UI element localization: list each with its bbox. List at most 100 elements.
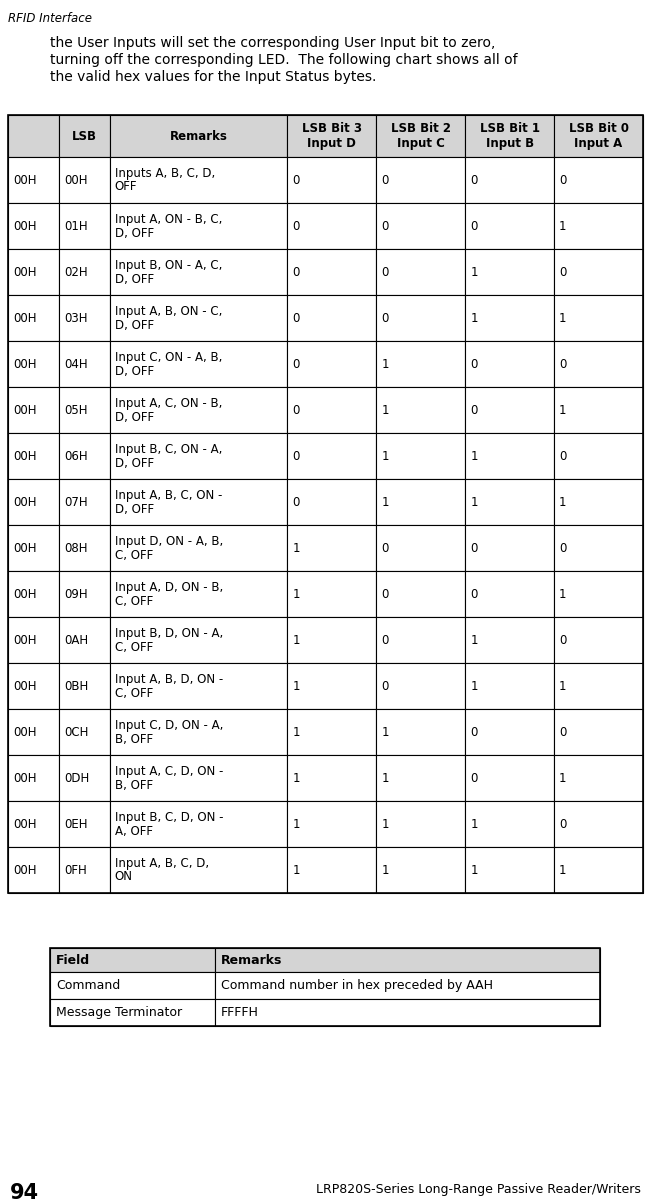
Text: 0: 0 xyxy=(381,174,389,187)
Bar xyxy=(8,525,59,571)
Bar xyxy=(8,387,59,433)
Text: 0: 0 xyxy=(470,725,478,739)
Text: Input A, B, C, D,: Input A, B, C, D, xyxy=(115,856,209,869)
Bar xyxy=(465,617,554,663)
Text: C, OFF: C, OFF xyxy=(115,595,153,608)
Text: Input C, ON - A, B,: Input C, ON - A, B, xyxy=(115,350,222,363)
Text: 1: 1 xyxy=(381,863,389,876)
Text: B, OFF: B, OFF xyxy=(115,778,153,791)
Text: 0: 0 xyxy=(381,633,389,646)
Text: Input A, C, D, ON -: Input A, C, D, ON - xyxy=(115,765,223,777)
Text: 1: 1 xyxy=(470,680,478,693)
Text: 0AH: 0AH xyxy=(64,633,88,646)
Bar xyxy=(554,433,643,478)
Text: 0CH: 0CH xyxy=(64,725,88,739)
Text: D, OFF: D, OFF xyxy=(115,502,154,516)
Bar xyxy=(109,433,287,478)
Text: 0: 0 xyxy=(292,450,299,463)
Bar xyxy=(554,617,643,663)
Text: 0: 0 xyxy=(559,725,566,739)
Bar xyxy=(59,755,109,801)
Bar xyxy=(109,387,287,433)
Text: Remarks: Remarks xyxy=(221,953,283,966)
Bar xyxy=(8,617,59,663)
Bar xyxy=(8,203,59,249)
Text: 1: 1 xyxy=(292,542,300,554)
Text: 0: 0 xyxy=(292,174,299,187)
Text: 0: 0 xyxy=(381,265,389,278)
Text: 1: 1 xyxy=(381,357,389,370)
Text: Inputs A, B, C, D,: Inputs A, B, C, D, xyxy=(115,167,215,180)
Bar xyxy=(59,387,109,433)
Bar xyxy=(59,157,109,203)
Bar xyxy=(554,203,643,249)
Text: 1: 1 xyxy=(559,863,566,876)
Bar xyxy=(59,433,109,478)
Text: 0FH: 0FH xyxy=(64,863,87,876)
Text: 0: 0 xyxy=(292,219,299,233)
Text: 1: 1 xyxy=(381,495,389,508)
Text: 1: 1 xyxy=(381,771,389,784)
Bar xyxy=(59,571,109,617)
Bar xyxy=(59,295,109,341)
Text: 1: 1 xyxy=(559,404,566,416)
Text: 00H: 00H xyxy=(13,174,36,187)
Bar xyxy=(50,948,215,972)
Bar xyxy=(50,948,600,1026)
Text: Input B, D, ON - A,: Input B, D, ON - A, xyxy=(115,627,223,639)
Bar xyxy=(8,295,59,341)
Bar xyxy=(109,115,287,157)
Bar xyxy=(376,709,465,755)
Text: 1: 1 xyxy=(559,219,566,233)
Bar xyxy=(376,387,465,433)
Text: Message Terminator: Message Terminator xyxy=(56,1006,182,1019)
Text: Remarks: Remarks xyxy=(169,129,227,143)
Bar xyxy=(465,663,554,709)
Text: 00H: 00H xyxy=(13,725,36,739)
Text: 1: 1 xyxy=(292,863,300,876)
Text: C, OFF: C, OFF xyxy=(115,687,153,699)
Bar xyxy=(287,846,376,893)
Bar xyxy=(465,709,554,755)
Text: 03H: 03H xyxy=(64,312,87,325)
Text: 00H: 00H xyxy=(13,219,36,233)
Bar xyxy=(287,755,376,801)
Text: 1: 1 xyxy=(292,633,300,646)
Text: 1: 1 xyxy=(470,633,478,646)
Bar xyxy=(287,801,376,846)
Text: LSB Bit 3: LSB Bit 3 xyxy=(302,122,362,135)
Bar xyxy=(287,115,376,157)
Bar xyxy=(8,478,59,525)
Bar xyxy=(287,295,376,341)
Bar xyxy=(50,999,215,1026)
Bar xyxy=(8,755,59,801)
Text: 1: 1 xyxy=(470,265,478,278)
Bar xyxy=(59,801,109,846)
Text: 0DH: 0DH xyxy=(64,771,89,784)
Text: 1: 1 xyxy=(381,818,389,831)
Text: 0: 0 xyxy=(292,312,299,325)
Text: 1: 1 xyxy=(470,312,478,325)
Text: OFF: OFF xyxy=(115,181,137,193)
Bar xyxy=(109,663,287,709)
Text: Input B, C, ON - A,: Input B, C, ON - A, xyxy=(115,442,222,456)
Bar xyxy=(465,846,554,893)
Text: 0EH: 0EH xyxy=(64,818,87,831)
Bar xyxy=(465,157,554,203)
Text: 1: 1 xyxy=(559,588,566,601)
Text: LRP820S-Series Long-Range Passive Reader/Writers: LRP820S-Series Long-Range Passive Reader… xyxy=(316,1183,641,1195)
Text: LSB: LSB xyxy=(72,129,97,143)
Text: Input C: Input C xyxy=(397,137,445,150)
Bar xyxy=(554,663,643,709)
Text: 00H: 00H xyxy=(13,265,36,278)
Bar xyxy=(287,571,376,617)
Text: D, OFF: D, OFF xyxy=(115,364,154,378)
Text: 1: 1 xyxy=(470,450,478,463)
Text: 00H: 00H xyxy=(13,542,36,554)
Bar xyxy=(465,433,554,478)
Text: 01H: 01H xyxy=(64,219,87,233)
Text: 02H: 02H xyxy=(64,265,87,278)
Bar xyxy=(465,801,554,846)
Bar xyxy=(109,525,287,571)
Bar xyxy=(50,972,215,999)
